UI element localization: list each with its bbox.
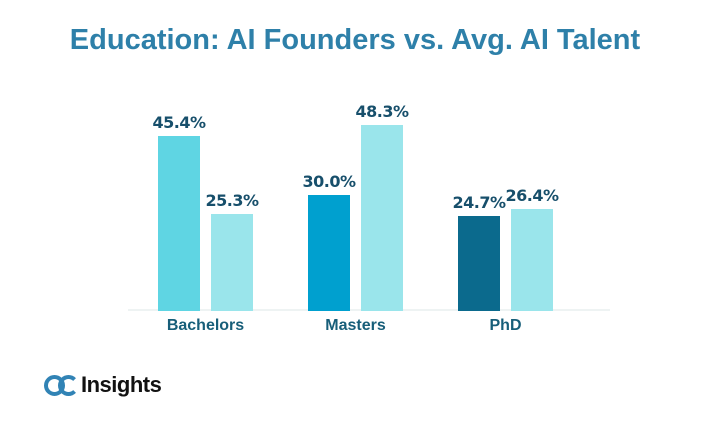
bar-chart: 45.4% 25.3% 30.0% 48.3% 24.7% 26.4% (0, 95, 710, 311)
logo: Insights (44, 372, 162, 398)
bar-group-bachelors: 45.4% 25.3% (153, 113, 259, 311)
bar-rect (458, 216, 500, 311)
bar-avg-ai-talent-phd: 26.4% (506, 186, 559, 311)
bar-ai-founders-phd: 24.7% (453, 193, 506, 311)
bar-avg-ai-talent-masters: 48.3% (356, 102, 409, 311)
oc-logo-icon (44, 374, 79, 396)
category-label-masters: Masters (325, 317, 386, 334)
bar-value-label: 48.3% (355, 102, 410, 121)
logo-c-ring-icon (58, 374, 79, 396)
bar-rect (158, 136, 200, 311)
bar-group-masters: 30.0% 48.3% (303, 102, 409, 311)
category-label-bachelors: Bachelors (166, 317, 245, 334)
bar-value-label: 26.4% (505, 186, 560, 205)
bar-value-label: 45.4% (152, 113, 207, 132)
bar-rect (308, 195, 350, 311)
bar-avg-ai-talent-bachelors: 25.3% (206, 191, 259, 311)
bar-value-label: 30.0% (302, 172, 357, 191)
chart-title: Education: AI Founders vs. Avg. AI Talen… (69, 24, 641, 56)
category-label-phd: PhD (489, 317, 522, 334)
bar-value-label: 25.3% (205, 191, 260, 210)
logo-text: Insights (81, 372, 162, 397)
bar-rect (511, 209, 553, 311)
bar-group-phd: 24.7% 26.4% (453, 186, 559, 311)
bar-ai-founders-bachelors: 45.4% (153, 113, 206, 311)
x-axis-labels: Bachelors Masters PhD (0, 317, 710, 339)
bar-value-label: 24.7% (452, 193, 507, 212)
bar-rect (361, 125, 403, 311)
bar-rect (211, 214, 253, 311)
bar-ai-founders-masters: 30.0% (303, 172, 356, 311)
